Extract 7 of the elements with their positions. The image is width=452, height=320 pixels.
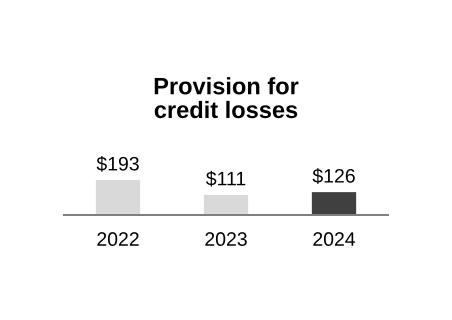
data-label: $126 (312, 168, 355, 184)
chart-title: Provision for credit losses (154, 77, 298, 118)
x-tick-label: 2024 (313, 232, 356, 246)
x-tick-label: 2023 (205, 232, 247, 246)
data-label: $111 (206, 170, 246, 187)
x-tick-label: 2022 (97, 232, 139, 246)
data-label: $193 (96, 156, 139, 172)
